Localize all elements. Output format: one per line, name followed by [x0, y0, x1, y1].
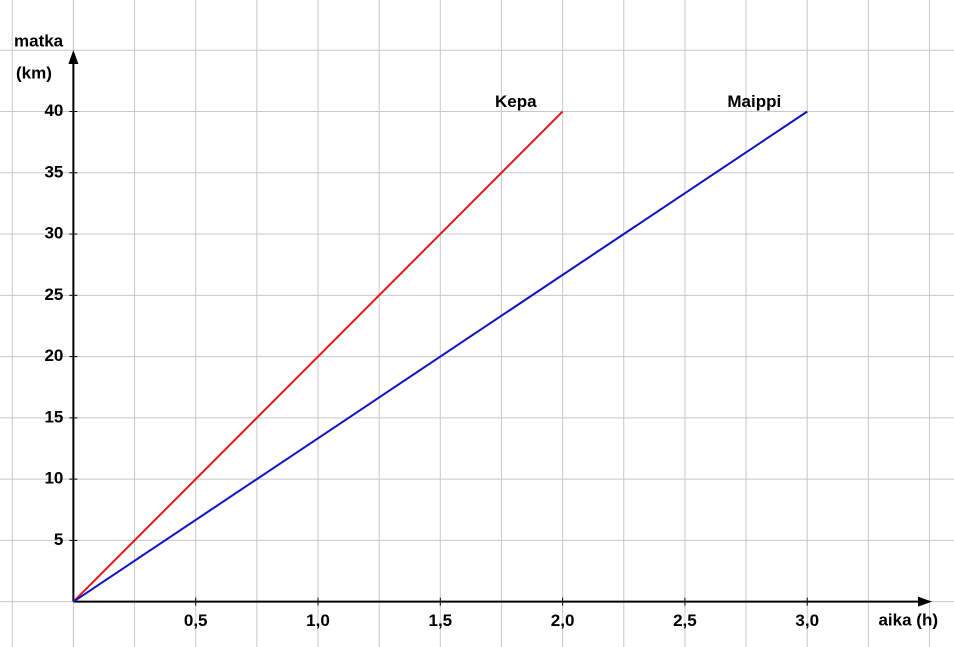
y-tick-label: 5	[54, 530, 63, 549]
y-tick-label: 40	[44, 101, 63, 120]
x-tick-label: 2,5	[673, 611, 697, 630]
marks: Kepa Maippi	[72, 92, 808, 603]
y-tick-label: 15	[44, 407, 63, 426]
axes: 0,5 1,0 1,5 2,0 2,5 3,0 5 10 15 20 25 30 35 40	[44, 50, 932, 630]
y-axis-label: (km)	[16, 63, 52, 82]
x-axis-label: aika (h)	[878, 610, 938, 629]
x-axis-arrow	[918, 596, 932, 607]
x-tick-label: 2,0	[551, 611, 575, 630]
y-axis-label: matka	[14, 31, 64, 50]
y-tick-label: 30	[44, 224, 63, 243]
y-tick-label: 10	[44, 469, 63, 488]
x-tick-label: 3,0	[795, 611, 819, 630]
series-label: Maippi	[727, 92, 781, 111]
x-tick-label: 0,5	[184, 611, 208, 630]
series-line	[72, 110, 808, 603]
series-line	[72, 110, 564, 603]
x-tick-label: 1,5	[428, 611, 452, 630]
series-label: Kepa	[495, 92, 537, 111]
x-tick-label: 1,0	[306, 611, 330, 630]
y-axis-arrow	[68, 50, 79, 64]
y-tick-label: 20	[44, 346, 63, 365]
y-tick-label: 25	[44, 285, 63, 304]
y-tick-label: 35	[44, 162, 63, 181]
